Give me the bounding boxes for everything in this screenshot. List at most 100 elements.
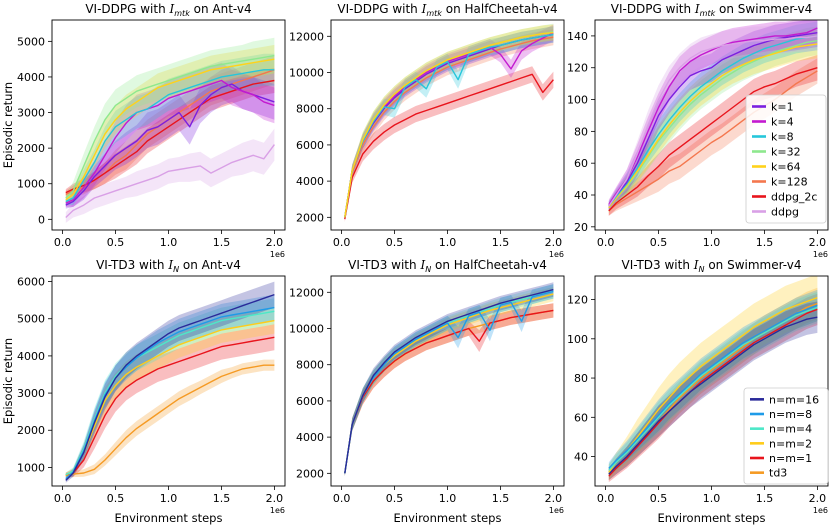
x-tick-label: 0.5: [107, 236, 125, 249]
series-band-ddpg: [65, 128, 275, 223]
x-exponent-label: 1e6: [549, 250, 564, 259]
x-tick-label: 0.5: [386, 236, 404, 249]
y-tick-label: 8000: [296, 359, 324, 372]
title-suffix: on Swimmer-v4: [705, 258, 802, 272]
title-symbol: I: [419, 258, 425, 272]
x-tick-label: 0.0: [54, 236, 72, 249]
legend-label: k=128: [771, 176, 808, 189]
title-suffix: on Ant-v4: [190, 2, 252, 16]
chart-panel-p5: 0.0 0.5 1.0 1.5 2.0 2000 4000 6000 8000 10000 1200…: [289, 258, 565, 525]
series-line-n=m=2: [608, 296, 818, 473]
x-tick-label: 1.5: [492, 492, 510, 505]
y-tick-label: 80: [574, 372, 588, 385]
x-tick-label: 1.0: [703, 492, 721, 505]
y-tick-label: 0: [38, 213, 45, 226]
title-subscript: N: [425, 265, 431, 274]
x-tick-label: 1.0: [439, 236, 457, 249]
legend-label: n=m=1: [769, 452, 812, 465]
legend-label: n=m=2: [769, 437, 812, 450]
chart-panel-p1: 0.0 0.5 1.0 1.5 2.0 0 1000 2000 3000 4000 5000 1e6 V…: [1, 2, 286, 259]
x-axis-label: Environment steps: [394, 511, 502, 525]
x-tick-label: 2.0: [809, 492, 827, 505]
y-tick-label: 6000: [296, 395, 324, 408]
series-line-ddpg: [65, 144, 275, 219]
legend-label: k=1: [771, 101, 794, 114]
x-tick-label: 2.0: [545, 236, 563, 249]
y-axis-label: Episodic return: [1, 82, 15, 168]
series-band-ddpg_2c: [344, 66, 554, 222]
chart-title: VI-TD3 with IN on HalfCheetah-v4: [348, 258, 547, 274]
y-tick-label: 5000: [17, 35, 45, 48]
series-band-n=m=16: [608, 301, 818, 481]
series-line-k=128: [344, 36, 554, 218]
series-band-ddpg: [608, 21, 818, 211]
y-tick-label: 140: [567, 30, 588, 43]
x-tick-label: 0.0: [333, 236, 351, 249]
y-tick-label: 1000: [17, 178, 45, 191]
title-subscript: N: [173, 265, 179, 274]
y-tick-label: 2000: [17, 142, 45, 155]
series-band-k=8: [65, 53, 275, 206]
y-tick-label: 4000: [296, 431, 324, 444]
series-line-ddpg: [608, 35, 818, 207]
y-tick-label: 4000: [296, 175, 324, 188]
title-prefix: VI-DDPG with: [85, 2, 169, 16]
series-line-n=m=1: [65, 336, 275, 476]
series-line-n=m=8: [608, 304, 818, 469]
title-subscript: N: [699, 265, 705, 274]
series-band-k=8: [608, 21, 818, 211]
series-line-k=128: [608, 70, 818, 212]
x-tick-label: 1.0: [703, 236, 721, 249]
legend-label: k=32: [771, 146, 801, 159]
y-tick-label: 2000: [17, 424, 45, 437]
title-subscript: mtk: [700, 9, 716, 18]
series-line-ddpg_2c: [344, 73, 554, 220]
series-band-td3: [65, 359, 275, 478]
series-line-n=m=1: [344, 309, 554, 474]
plot-area: [344, 282, 554, 476]
x-tick-label: 2.0: [809, 236, 827, 249]
y-tick-label: 3000: [17, 387, 45, 400]
y-tick-label: 4000: [17, 71, 45, 84]
title-suffix: on HalfCheetah-v4: [431, 258, 547, 272]
x-exponent-label: 1e6: [270, 506, 285, 515]
title-symbol: I: [169, 2, 175, 16]
y-tick-label: 8000: [296, 103, 324, 116]
y-tick-label: 3000: [17, 107, 45, 120]
y-tick-label: 2000: [296, 467, 324, 480]
series-line-k=32: [65, 54, 275, 199]
plot-area: [65, 37, 275, 223]
x-axis-label: Environment steps: [115, 511, 223, 525]
series-band-n=m=8: [65, 294, 275, 481]
chart-panel-p6: 0.0 0.5 1.0 1.5 2.0 40 60 80 100 120 1e6 VI-TD3 wit…: [567, 258, 829, 525]
x-tick-label: 1.5: [756, 492, 774, 505]
x-exponent-label: 1e6: [270, 250, 285, 259]
y-tick-label: 60: [574, 157, 588, 170]
y-axis-label: Episodic return: [1, 338, 15, 424]
y-tick-label: 10000: [289, 323, 324, 336]
series-band-n=m=1: [65, 324, 275, 478]
series-line-n=m=4: [608, 306, 818, 471]
legend-label: k=8: [771, 131, 794, 144]
legend-label: k=64: [771, 161, 801, 174]
series-line-n=m=1: [608, 308, 818, 477]
series-line-n=m=16: [608, 316, 818, 475]
legend-label: n=m=8: [769, 408, 812, 421]
legend-label: td3: [769, 467, 787, 480]
legend-td3: n=m=16 n=m=8 n=m=4n=m=2 n=m=1 td3: [743, 387, 829, 485]
series-band-k=4: [65, 62, 275, 207]
y-tick-label: 12000: [289, 30, 324, 43]
x-exponent-label: 1e6: [813, 506, 828, 515]
series-band-k=32: [65, 37, 275, 202]
title-symbol: I: [421, 2, 427, 16]
title-prefix: VI-DDPG with: [337, 2, 421, 16]
y-tick-label: 100: [567, 94, 588, 107]
series-line-n=m=16: [344, 288, 554, 474]
x-tick-label: 2.0: [545, 492, 563, 505]
x-tick-label: 0.0: [597, 236, 615, 249]
chart-title: VI-DDPG with Imtk on Ant-v4: [85, 2, 251, 18]
series-line-k=64: [65, 58, 275, 201]
series-line-td3: [65, 364, 275, 477]
title-symbol: I: [693, 258, 699, 272]
